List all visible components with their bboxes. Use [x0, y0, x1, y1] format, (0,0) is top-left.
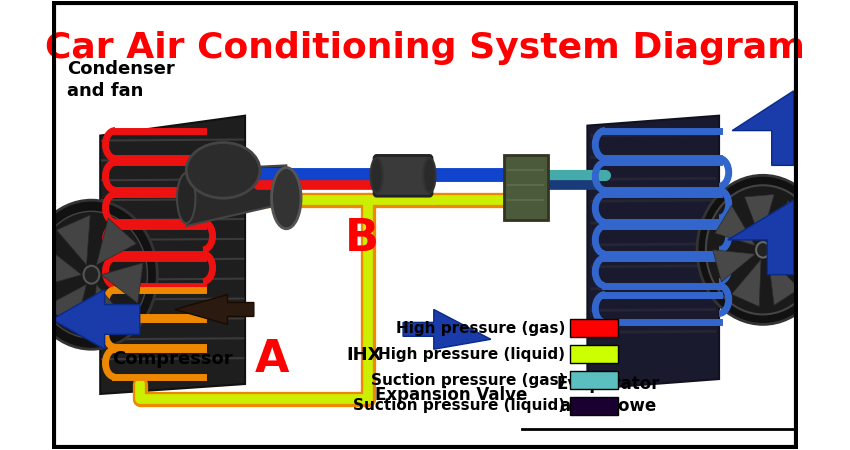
Ellipse shape	[423, 158, 435, 193]
Ellipse shape	[371, 158, 383, 193]
Text: Compressor: Compressor	[111, 350, 232, 368]
Polygon shape	[96, 218, 137, 265]
Text: Suction pressure (liquid): Suction pressure (liquid)	[354, 398, 565, 414]
Polygon shape	[40, 246, 82, 287]
Polygon shape	[768, 201, 808, 242]
FancyBboxPatch shape	[570, 320, 618, 338]
Polygon shape	[728, 200, 794, 274]
Polygon shape	[47, 284, 87, 331]
Polygon shape	[772, 241, 813, 274]
Circle shape	[756, 242, 770, 257]
Polygon shape	[732, 259, 761, 306]
Polygon shape	[186, 165, 286, 226]
FancyBboxPatch shape	[374, 155, 432, 196]
Polygon shape	[57, 215, 90, 265]
Circle shape	[706, 185, 820, 315]
FancyBboxPatch shape	[570, 345, 618, 363]
Text: Suction pressure (gas): Suction pressure (gas)	[371, 373, 565, 387]
Polygon shape	[745, 194, 774, 240]
Text: Evaparator
and blowe: Evaparator and blowe	[556, 375, 660, 415]
Polygon shape	[101, 263, 143, 303]
Circle shape	[26, 200, 157, 349]
Polygon shape	[732, 91, 794, 165]
Circle shape	[36, 212, 147, 338]
Polygon shape	[52, 290, 139, 349]
Polygon shape	[100, 116, 245, 394]
Polygon shape	[175, 295, 254, 324]
FancyBboxPatch shape	[570, 371, 618, 389]
Polygon shape	[715, 205, 756, 246]
Polygon shape	[768, 257, 800, 305]
Ellipse shape	[186, 143, 260, 198]
FancyBboxPatch shape	[570, 397, 618, 415]
Polygon shape	[93, 284, 127, 334]
Polygon shape	[713, 250, 756, 282]
Text: Condenser
and fan: Condenser and fan	[67, 59, 174, 100]
Circle shape	[697, 176, 829, 324]
Text: IHX: IHX	[346, 346, 382, 364]
Polygon shape	[587, 116, 719, 389]
Ellipse shape	[177, 173, 196, 223]
Text: A: A	[255, 338, 289, 381]
FancyBboxPatch shape	[504, 155, 548, 220]
Text: High pressure (gas): High pressure (gas)	[396, 321, 565, 336]
Text: Expansion Valve: Expansion Valve	[375, 386, 527, 404]
Text: Car Air Conditioning System Diagram: Car Air Conditioning System Diagram	[45, 31, 805, 65]
Text: B: B	[344, 217, 378, 260]
Text: High pressure (liquid): High pressure (liquid)	[378, 346, 565, 362]
Polygon shape	[403, 310, 490, 349]
Ellipse shape	[271, 167, 301, 229]
Circle shape	[83, 266, 99, 284]
